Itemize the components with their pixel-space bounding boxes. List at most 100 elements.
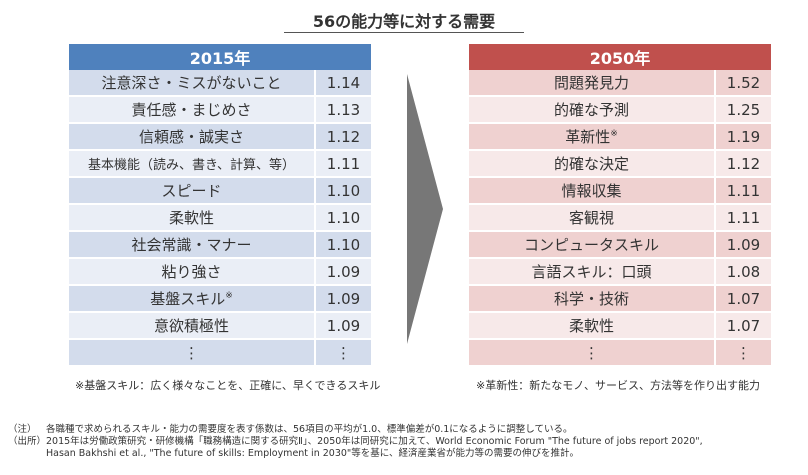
skill-name-text: 的確な予測 xyxy=(553,101,629,119)
skill-name: ⋮ xyxy=(69,339,316,367)
skill-name: 信頼感・誠実さ xyxy=(69,123,316,151)
table-row: 柔軟性 1.10 xyxy=(69,204,372,232)
footnote-row: （注） 各職種で求められるスキル・能力の需要度を表す係数は、56項目の平均が1.… xyxy=(8,424,804,436)
skill-name-text: 革新性 xyxy=(565,128,611,146)
skill-name-text: 問題発見力 xyxy=(553,74,629,92)
skill-name-text: 科学・技術 xyxy=(553,290,629,308)
skill-name-text: ⋮ xyxy=(584,343,599,362)
table-row: 革新性※ 1.19 xyxy=(469,123,772,151)
skill-name-text: 基盤スキル xyxy=(150,290,226,308)
footnote-label: （出所） xyxy=(8,436,47,447)
demand-coefficient: 1.08 xyxy=(715,258,772,286)
skill-name-text: 社会常識・マナー xyxy=(131,236,252,254)
demand-coefficient: 1.12 xyxy=(715,150,772,178)
footnote-row: （出所） 2015年は労働政策研究・研修機構「職務構造に関する研究Ⅱ」、2050… xyxy=(8,436,804,448)
chevron-right-icon xyxy=(407,74,443,344)
skill-name: 科学・技術 xyxy=(469,285,716,313)
skill-name-text: 粘り強さ xyxy=(161,263,222,281)
demand-coefficient: 1.10 xyxy=(315,177,372,205)
table-row: 的確な決定 1.12 xyxy=(469,150,772,178)
title-underline xyxy=(284,32,524,33)
note-mark: ※ xyxy=(225,291,233,301)
table-row: ⋮ ⋮ xyxy=(469,339,772,367)
demand-coefficient: 1.11 xyxy=(315,150,372,178)
table-row: 注意深さ・ミスがないこと 1.14 xyxy=(69,70,372,97)
footnote-text: Hasan Bakhshi et al., "The future of ski… xyxy=(46,448,579,459)
skill-name: 客観視 xyxy=(469,204,716,232)
table-row: 粘り強さ 1.09 xyxy=(69,258,372,286)
demand-coefficient: 1.09 xyxy=(315,312,372,340)
skill-name-text: ⋮ xyxy=(184,343,199,362)
demand-coefficient: 1.11 xyxy=(715,177,772,205)
footnote-label xyxy=(8,448,46,460)
table-row: 情報収集 1.11 xyxy=(469,177,772,205)
demand-coefficient: 1.10 xyxy=(315,204,372,232)
skill-name: 言語スキル：口頭 xyxy=(469,258,716,286)
table-row: 基盤スキル※ 1.09 xyxy=(69,285,372,313)
skill-name-text: 責任感・まじめさ xyxy=(131,101,252,119)
skill-name: ⋮ xyxy=(469,339,716,367)
skill-name: 基盤スキル※ xyxy=(69,285,316,313)
skills-table-2015: 2015年 注意深さ・ミスがないこと 1.14 責任感・まじめさ 1.13 信頼感・誠実… xyxy=(69,44,372,367)
demand-coefficient: 1.09 xyxy=(315,258,372,286)
demand-coefficient: 1.52 xyxy=(715,70,772,97)
skill-name-text: 基本機能（読み、書き、計算、等） xyxy=(87,158,296,173)
table-row: コンピュータスキル 1.09 xyxy=(469,231,772,259)
skills-table-2050: 2050年 問題発見力 1.52 的確な予測 1.25 革新性※ 1.19 的確な決定 1.1… xyxy=(469,44,772,367)
skill-name: 責任感・まじめさ xyxy=(69,96,316,124)
skill-name-text: 意欲積極性 xyxy=(153,317,229,335)
table-row: 基本機能（読み、書き、計算、等） 1.11 xyxy=(69,150,372,178)
skill-name: 問題発見力 xyxy=(469,70,716,97)
skill-name: 意欲積極性 xyxy=(69,312,316,340)
skill-name-text: 注意深さ・ミスがないこと xyxy=(101,74,282,92)
footnote-label: （注） xyxy=(8,424,37,435)
demand-coefficient: 1.13 xyxy=(315,96,372,124)
skill-name-text: スピード xyxy=(161,182,222,200)
table-row: 言語スキル：口頭 1.08 xyxy=(469,258,772,286)
footnote-row: Hasan Bakhshi et al., "The future of ski… xyxy=(8,448,804,460)
table-header-2050: 2050年 xyxy=(469,44,772,70)
demand-coefficient: 1.07 xyxy=(715,312,772,340)
table-header-2015: 2015年 xyxy=(69,44,372,70)
table-row: 的確な予測 1.25 xyxy=(469,96,772,124)
skill-name: 革新性※ xyxy=(469,123,716,151)
demand-coefficient: 1.09 xyxy=(315,285,372,313)
page-title: 56の能力等に対する需要 xyxy=(312,12,496,31)
demand-coefficient: 1.25 xyxy=(715,96,772,124)
skill-name: 柔軟性 xyxy=(469,312,716,340)
skill-name: 基本機能（読み、書き、計算、等） xyxy=(69,150,316,178)
table-note-2015: ※基盤スキル：広く様々なことを、正確に、早くできるスキル xyxy=(75,379,381,392)
table-row: 意欲積極性 1.09 xyxy=(69,312,372,340)
table-row: 柔軟性 1.07 xyxy=(469,312,772,340)
demand-coefficient: ⋮ xyxy=(315,339,372,367)
demand-coefficient: 1.10 xyxy=(315,231,372,259)
table-row: 信頼感・誠実さ 1.12 xyxy=(69,123,372,151)
skill-name-text: 信頼感・誠実さ xyxy=(138,128,244,146)
skill-name: 社会常識・マナー xyxy=(69,231,316,259)
skill-name: 柔軟性 xyxy=(69,204,316,232)
table-row: 責任感・まじめさ 1.13 xyxy=(69,96,372,124)
footnote-text: 各職種で求められるスキル・能力の需要度を表す係数は、56項目の平均が1.0、標準… xyxy=(46,424,573,435)
skill-name-text: 言語スキル：口頭 xyxy=(531,263,652,281)
skill-name: 情報収集 xyxy=(469,177,716,205)
footnotes: （注） 各職種で求められるスキル・能力の需要度を表す係数は、56項目の平均が1.… xyxy=(8,424,804,460)
note-mark: ※ xyxy=(610,129,618,139)
skill-name: 的確な決定 xyxy=(469,150,716,178)
skill-name-text: 客観視 xyxy=(568,209,614,227)
table-row: 客観視 1.11 xyxy=(469,204,772,232)
skill-name-text: 的確な決定 xyxy=(553,155,629,173)
table-row: 科学・技術 1.07 xyxy=(469,285,772,313)
demand-coefficient: 1.11 xyxy=(715,204,772,232)
table-row: 社会常識・マナー 1.10 xyxy=(69,231,372,259)
skill-name: 注意深さ・ミスがないこと xyxy=(69,70,316,97)
table-row: ⋮ ⋮ xyxy=(69,339,372,367)
skill-name-text: 情報収集 xyxy=(561,182,622,200)
skill-name-text: コンピュータスキル xyxy=(523,236,659,254)
table-row: スピード 1.10 xyxy=(69,177,372,205)
demand-coefficient: ⋮ xyxy=(715,339,772,367)
skill-name: 的確な予測 xyxy=(469,96,716,124)
skill-name: スピード xyxy=(69,177,316,205)
demand-coefficient: 1.12 xyxy=(315,123,372,151)
footnote-text: 2015年は労働政策研究・研修機構「職務構造に関する研究Ⅱ」、2050年は同研究… xyxy=(46,436,703,447)
skill-name: 粘り強さ xyxy=(69,258,316,286)
